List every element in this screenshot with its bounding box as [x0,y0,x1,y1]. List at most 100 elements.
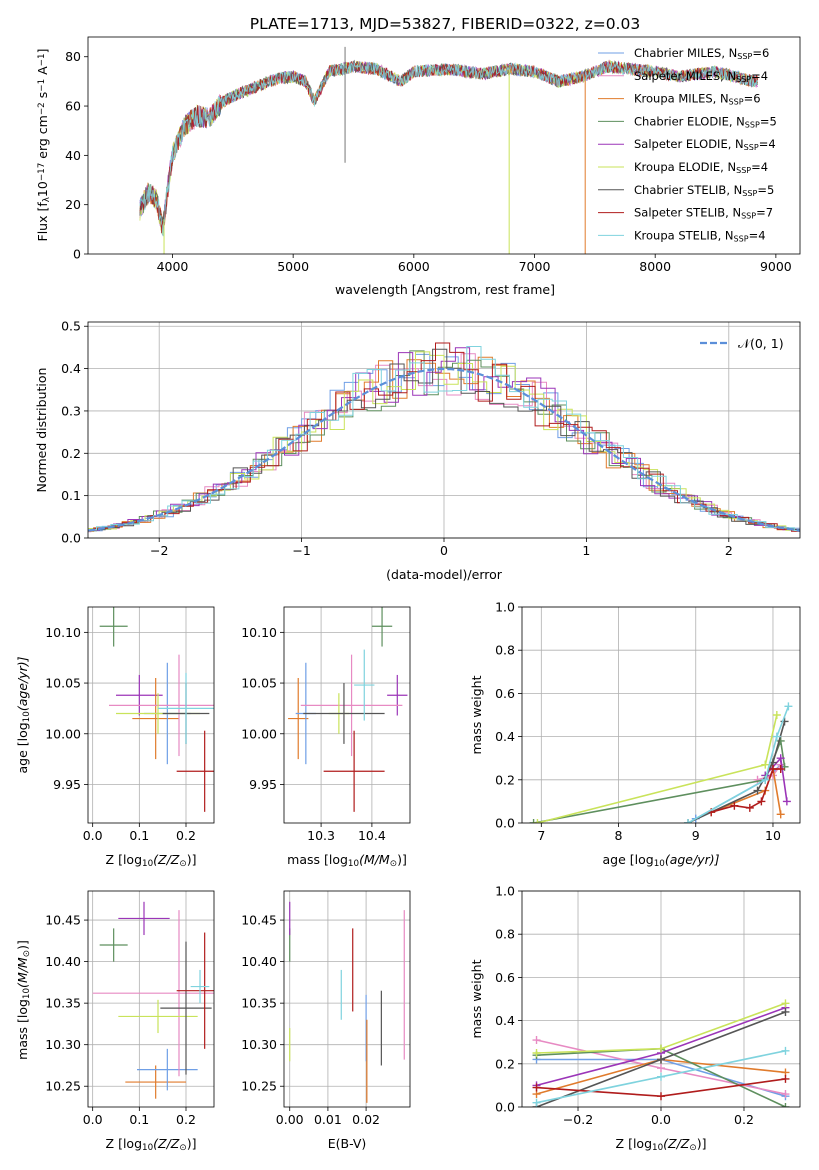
tick-label-y: 10.35 [45,996,81,1011]
tick-label-y: 60 [65,99,81,114]
legend-label-part: =6 [752,46,769,60]
plot-area-mass-vs-ebv [289,901,405,1103]
age-vs-Z-ylabel-part: (age/yr)] [15,656,30,711]
figure-title: PLATE=1713, MJD=53827, FIBERID=0322, z=0… [250,15,640,33]
tick-label-y: 10.00 [241,726,277,741]
histogram-chabrier-stelib [88,348,800,532]
legend-label-part: SSP [736,75,751,84]
weight-marker [776,754,785,763]
plot-area-age-vs-mass [288,607,408,812]
legend-label: Kroupa STELIB, NSSP=4 [634,228,766,243]
legend-label-part: =4 [749,228,766,242]
spectrum-ylabel: Flux [fλ10−17 erg cm−2 s−1 A−1] [35,49,52,242]
mass-weight-vs-Z-xlabel-part: (Z/Z [663,1136,690,1151]
plot-area-mass-weight-vs-Z [532,999,790,1107]
axes-spectrum: 4000 5000 6000 7000 8000 9000 0 20 40 60 80 wavelen… [35,36,801,297]
mass-vs-Z-xlabel-part: )] [187,1136,197,1151]
tick-label-y: 10.40 [45,954,81,969]
tick-label-x: 0.0 [83,828,103,843]
spectrum-ylabel-part: −17 [37,163,47,181]
weight-marker [761,760,770,769]
legend-label-part: =4 [751,160,768,174]
tick-label-x: 8000 [639,259,671,274]
tick-label-y: 10.25 [45,1079,81,1094]
legend-label-part: =6 [744,92,761,106]
age-vs-Z-ylabel-part: 10 [22,711,32,722]
tick-label-y: 0.6 [495,970,515,985]
tick-label-x: 0.0 [651,1112,671,1127]
age-vs-mass-xlabel: mass [log10(M/M⊙)] [287,852,407,869]
spectrum-ylabel-part: −2 [37,102,47,115]
mass-vs-Z-xlabel-part: Z [log [106,1136,142,1151]
spectrum-ylabel-part: erg cm [35,115,50,163]
tick-label-y: 20 [65,197,81,212]
tick-label-y: 40 [65,148,81,163]
mass-weight-vs-age-ylabel: mass weight [469,675,484,754]
weight-marker [533,819,542,823]
legend-label-part: Kroupa MILES, N [634,92,729,106]
tick-label-y: 10.30 [241,1037,277,1052]
weight-marker [532,1083,541,1092]
weight-marker [772,732,781,741]
legend-label-part: Kroupa ELODIE, N [634,160,736,174]
tick-label-x: 10.4 [358,828,386,843]
weight-marker [730,801,739,810]
weight-marker [781,1046,790,1055]
tick-label-y: 10.10 [241,625,277,640]
legend-label-part: SSP [742,189,757,198]
age-vs-mass-xlabel-part: mass [log [287,852,348,867]
tick-label-y: 10.35 [241,996,277,1011]
tick-label-y: 0.6 [495,686,515,701]
mass-vs-Z-xlabel-part: (Z/Z [153,1136,180,1151]
tick-label-x: 4000 [157,259,189,274]
tick-label-y: 10.25 [241,1079,277,1094]
weight-marker [776,810,785,819]
legend-label-part: =4 [751,69,768,83]
weight-marker [684,819,693,823]
axes-frame [283,606,411,824]
tick-label-y: 0.0 [495,1100,515,1115]
plot-area-mass-vs-Z [92,901,214,1099]
spectrum-line-kroupa-stelib [139,61,758,237]
weight-marker [781,999,790,1008]
mass-weight-vs-age-xlabel: age [log10(age/yr)] [602,852,719,869]
tick-label-y: 1.0 [495,884,515,899]
normal-reference-curve [88,367,800,532]
tick-label-y: 0.3 [61,403,81,418]
plot-area-mass-weight-vs-age [529,702,793,823]
tick-label-y: 0.8 [495,927,515,942]
legend-label-part: SSP [745,120,760,129]
legend-label-part: SSP [741,212,756,221]
tick-label-x: 10.3 [307,828,335,843]
plot-area-age-vs-Z [99,607,214,812]
tick-label-y: 10.30 [45,1037,81,1052]
age-vs-Z-xlabel-part: (Z/Z [153,852,180,867]
legend-label-part: SSP [736,166,751,175]
tick-label-x: 5000 [277,259,309,274]
legend-label-part: Chabrier STELIB, N [634,183,742,197]
legend-label: Salpeter ELODIE, NSSP=4 [634,137,776,152]
age-vs-Z-xlabel-part: Z [log [106,852,142,867]
legend-label-part: =4 [759,137,776,151]
mass-weight-vs-Z-xlabel: Z [log10(Z/Z⊙)] [616,1136,707,1153]
axes-frame [87,36,801,255]
weight-marker [761,775,770,784]
weight-marker [657,1092,665,1101]
weight-marker [657,1044,665,1053]
spectrum-ylabel-part: −1 [37,79,47,92]
age-vs-Z-xlabel-part: )] [187,852,197,867]
tick-label-y: 9.95 [53,777,81,792]
histogram-salpeter-stelib [88,342,800,532]
tick-label-x: 0.00 [276,1112,304,1127]
tick-label-y: 0.2 [495,772,515,787]
tick-label-y: 10.45 [45,913,81,928]
tick-label-y: 0.5 [61,319,81,334]
tick-label-x: 0.2 [176,828,196,843]
axes-mass-vs-ebv: 0.00 0.01 0.02 10.25 10.30 10.35 10.40 10.45 E(B… [241,890,411,1151]
residuals-ylabel: Normed distribution [34,368,49,493]
age-vs-Z-xlabel: Z [log10(Z/Z⊙)] [106,852,197,869]
plot-area-spectrum [139,46,758,254]
